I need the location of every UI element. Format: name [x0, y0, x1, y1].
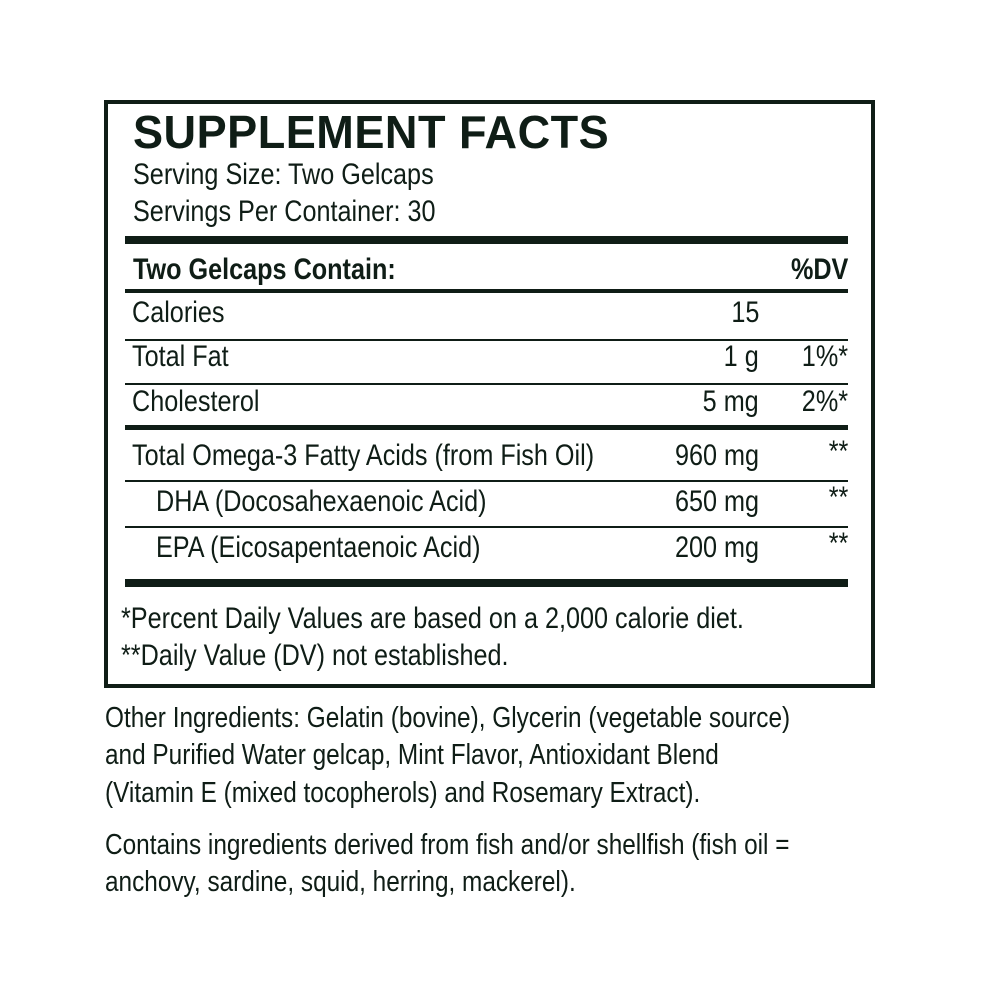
thick-divider	[125, 236, 848, 244]
header-left: Two Gelcaps Contain:	[133, 253, 396, 286]
row-divider	[125, 339, 848, 341]
other-ingredients-line: Other Ingredients: Gelatin (bovine), Gly…	[105, 702, 791, 734]
row-name: EPA (Eicosapentaenoic Acid)	[156, 531, 481, 564]
row-amount: 960 mg	[674, 439, 759, 472]
panel-title: SUPPLEMENT FACTS	[133, 106, 610, 158]
row-name: DHA (Docosahexaenoic Acid)	[156, 485, 487, 518]
serving-size: Serving Size: Two Gelcaps	[133, 158, 434, 191]
thick-divider	[125, 579, 848, 587]
row-dv: **	[828, 435, 848, 468]
section-divider	[125, 425, 848, 430]
allergen-line: Contains ingredients derived from fish a…	[105, 829, 790, 861]
footnote: **Daily Value (DV) not established.	[121, 639, 509, 672]
footnote: *Percent Daily Values are based on a 2,0…	[121, 602, 744, 635]
header-dv: %DV	[790, 253, 848, 286]
row-name: Calories	[132, 296, 225, 329]
other-ingredients-line: and Purified Water gelcap, Mint Flavor, …	[105, 739, 719, 771]
row-name: Total Omega-3 Fatty Acids (from Fish Oil…	[132, 439, 595, 472]
row-name: Total Fat	[132, 340, 229, 373]
row-dv: **	[828, 527, 848, 560]
servings-per-container: Servings Per Container: 30	[133, 195, 436, 228]
row-dv: 2%*	[801, 385, 848, 418]
row-amount: 5 mg	[702, 385, 759, 418]
row-amount: 650 mg	[674, 485, 759, 518]
row-dv: 1%*	[801, 340, 848, 373]
row-amount: 15	[730, 296, 759, 329]
row-name: Cholesterol	[132, 385, 260, 418]
row-divider	[125, 480, 848, 482]
row-divider	[125, 526, 848, 528]
row-amount: 1 g	[723, 340, 759, 373]
header-divider	[125, 289, 848, 293]
row-amount: 200 mg	[674, 531, 759, 564]
row-dv: **	[828, 481, 848, 514]
supplement-facts-panel	[104, 100, 875, 688]
row-divider	[125, 383, 848, 385]
allergen-line: anchovy, sardine, squid, herring, macker…	[105, 866, 576, 898]
other-ingredients-line: (Vitamin E (mixed tocopherols) and Rosem…	[105, 777, 701, 809]
